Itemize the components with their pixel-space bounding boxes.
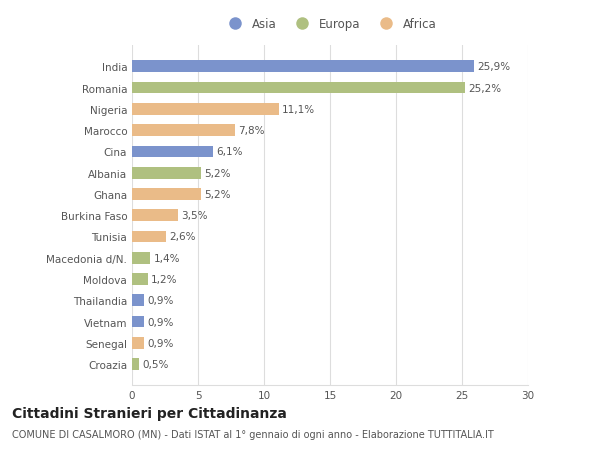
Bar	[132, 316, 144, 328]
Text: 1,2%: 1,2%	[151, 274, 178, 285]
Text: 5,2%: 5,2%	[204, 168, 230, 178]
Legend: Asia, Europa, Africa: Asia, Europa, Africa	[223, 18, 437, 31]
Bar	[132, 358, 139, 370]
Text: 7,8%: 7,8%	[238, 126, 265, 136]
Text: 0,9%: 0,9%	[147, 338, 173, 348]
Bar	[132, 83, 464, 94]
Bar	[132, 168, 200, 179]
Text: 1,4%: 1,4%	[154, 253, 180, 263]
Text: 25,2%: 25,2%	[468, 84, 501, 93]
Bar	[132, 295, 144, 307]
Bar	[132, 274, 148, 285]
Bar	[132, 104, 278, 116]
Bar	[132, 189, 200, 200]
Bar	[132, 210, 178, 222]
Text: 5,2%: 5,2%	[204, 190, 230, 200]
Bar	[132, 146, 212, 158]
Text: 0,5%: 0,5%	[142, 359, 168, 369]
Bar	[132, 62, 474, 73]
Text: 3,5%: 3,5%	[182, 211, 208, 221]
Bar	[132, 125, 235, 137]
Text: Cittadini Stranieri per Cittadinanza: Cittadini Stranieri per Cittadinanza	[12, 406, 287, 420]
Text: 11,1%: 11,1%	[282, 105, 315, 115]
Text: 0,9%: 0,9%	[147, 317, 173, 327]
Text: COMUNE DI CASALMORO (MN) - Dati ISTAT al 1° gennaio di ogni anno - Elaborazione : COMUNE DI CASALMORO (MN) - Dati ISTAT al…	[12, 429, 494, 439]
Bar	[132, 231, 166, 243]
Text: 6,1%: 6,1%	[216, 147, 242, 157]
Bar	[132, 252, 151, 264]
Text: 2,6%: 2,6%	[170, 232, 196, 242]
Text: 0,9%: 0,9%	[147, 296, 173, 306]
Text: 25,9%: 25,9%	[477, 62, 511, 72]
Bar	[132, 337, 144, 349]
